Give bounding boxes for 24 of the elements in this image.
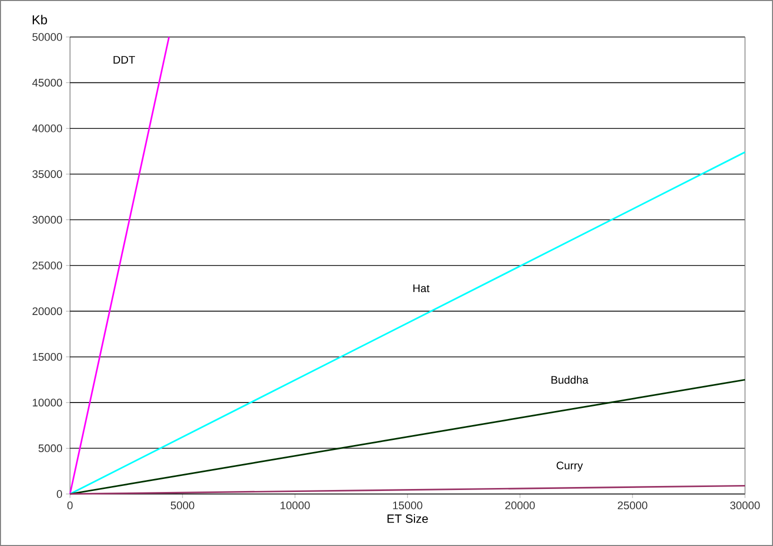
y-tick-label: 35000: [32, 170, 62, 178]
series-label: Hat: [413, 284, 430, 292]
y-tick-label: 0: [56, 490, 62, 498]
y-tick-label: 10000: [32, 398, 62, 406]
y-tick-label: 5000: [38, 444, 62, 452]
text: Buddha: [552, 376, 588, 384]
y-axis-title: Kb: [32, 14, 48, 24]
x-tick-label: 30000: [730, 502, 760, 510]
y-tick-label: 25000: [32, 262, 62, 270]
x-tick-label: 20000: [505, 502, 535, 510]
x-tick-label: 25000: [618, 502, 648, 510]
y-tick-label: 20000: [32, 307, 62, 316]
y-tick-label: 50000: [32, 33, 62, 41]
x-tick-label: 0: [67, 502, 73, 510]
series-label: Curry: [556, 462, 583, 472]
x-axis-title: ET Size: [388, 514, 428, 523]
x-tick-label: 5000: [170, 502, 194, 510]
y-tick-label: 15000: [32, 353, 62, 361]
y-tick-label: 30000: [32, 216, 62, 224]
y-tick-label: 45000: [32, 78, 62, 87]
x-tick-label: 15000: [393, 502, 422, 510]
y-tick-label: 40000: [32, 124, 62, 132]
x-tick-label: 10000: [280, 502, 310, 510]
text: DDT: [114, 56, 136, 64]
